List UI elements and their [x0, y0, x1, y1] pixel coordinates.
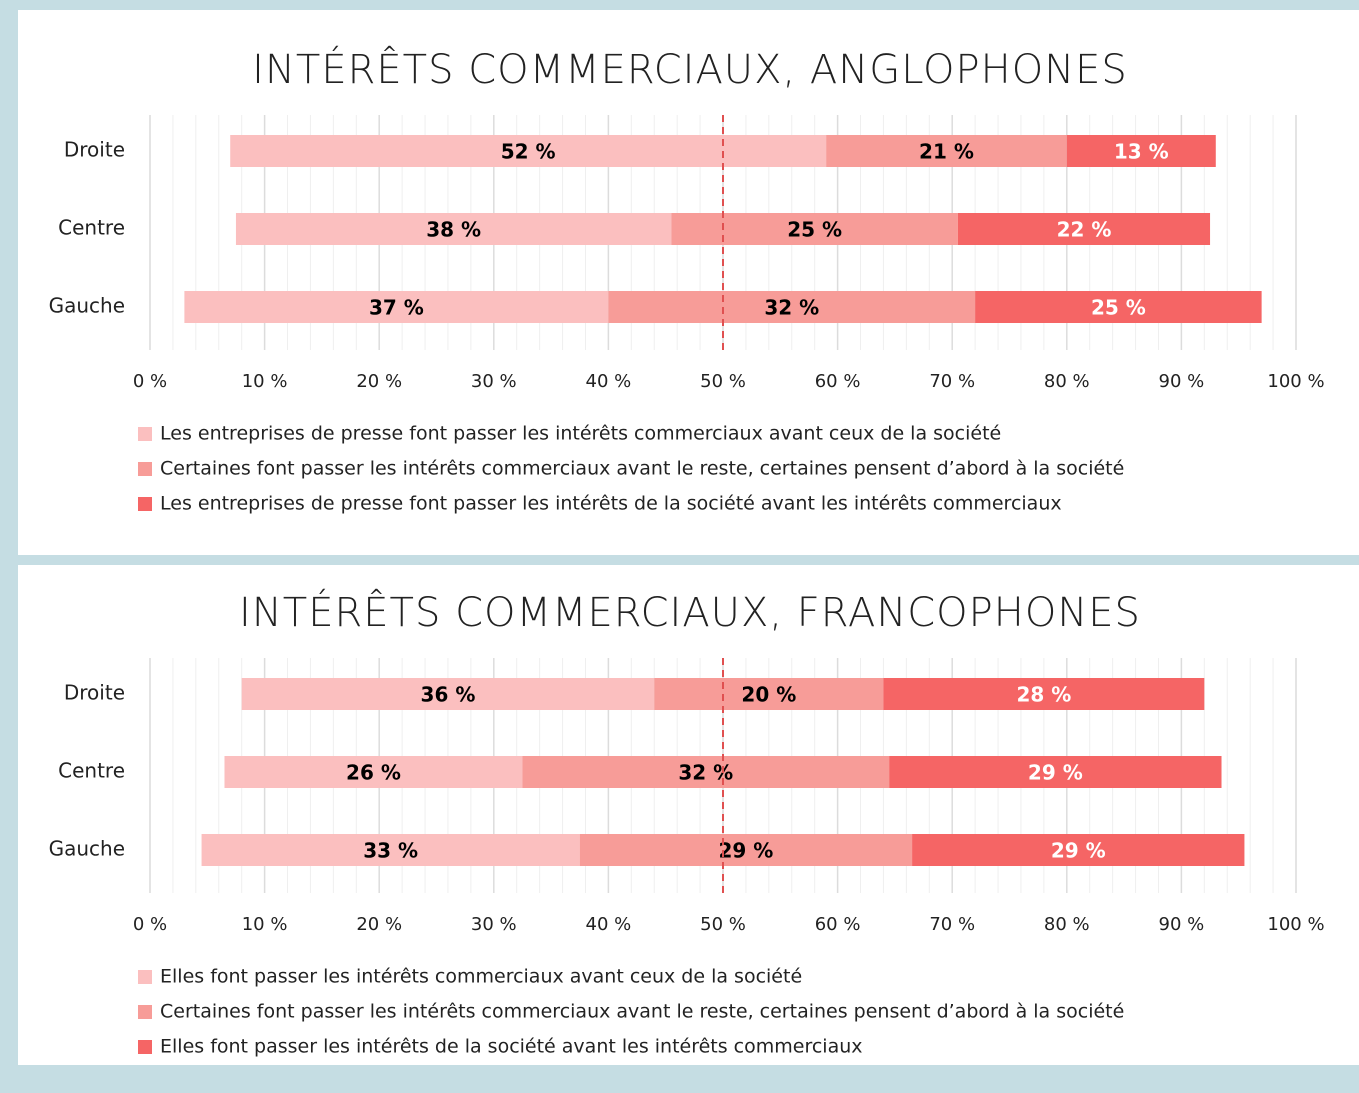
data-label: 20 %	[741, 683, 796, 707]
legend-label: Elles font passer les intérêts de la soc…	[160, 1036, 863, 1058]
data-label: 37 %	[369, 296, 424, 320]
bar-segment	[975, 291, 1262, 323]
data-label: 38 %	[426, 218, 481, 242]
y-tick-label: Centre	[58, 216, 125, 240]
legend-swatch	[138, 1005, 152, 1019]
bar-segment	[826, 135, 1067, 167]
legend-swatch	[138, 970, 152, 984]
x-tick-label: 50 %	[700, 914, 746, 935]
y-tick-label: Gauche	[49, 294, 125, 318]
x-tick-label: 20 %	[356, 371, 402, 392]
x-tick-label: 0 %	[133, 914, 167, 935]
y-tick-label: Droite	[64, 138, 125, 162]
x-tick-label: 80 %	[1044, 914, 1090, 935]
legend-label: Les entreprises de presse font passer le…	[160, 423, 1001, 445]
x-tick-label: 10 %	[242, 914, 288, 935]
legend-swatch	[138, 462, 152, 476]
x-tick-label: 40 %	[586, 371, 632, 392]
data-label: 33 %	[363, 839, 418, 863]
data-label: 29 %	[718, 839, 773, 863]
bar-segment	[201, 834, 580, 866]
x-tick-label: 100 %	[1267, 914, 1324, 935]
data-label: 29 %	[1051, 839, 1106, 863]
bar-segment	[184, 291, 609, 323]
data-label: 52 %	[501, 140, 556, 164]
x-tick-label: 60 %	[815, 371, 861, 392]
bar-segment	[522, 756, 890, 788]
x-tick-label: 70 %	[929, 914, 975, 935]
y-tick-label: Droite	[64, 681, 125, 705]
data-label: 13 %	[1114, 140, 1169, 164]
x-tick-label: 30 %	[471, 914, 517, 935]
y-tick-label: Centre	[58, 759, 125, 783]
legend-swatch	[138, 1040, 152, 1054]
y-tick-label: Gauche	[49, 837, 125, 861]
data-label: 25 %	[1091, 296, 1146, 320]
bar-segment	[224, 756, 523, 788]
x-tick-label: 100 %	[1267, 371, 1324, 392]
bar-segment	[608, 291, 976, 323]
bar-segment	[579, 834, 913, 866]
bar-segment	[230, 135, 827, 167]
bar-segment	[889, 756, 1222, 788]
bar-segment	[883, 678, 1205, 710]
data-label: 36 %	[421, 683, 476, 707]
legend-swatch	[138, 427, 152, 441]
x-tick-label: 60 %	[815, 914, 861, 935]
data-label: 22 %	[1057, 218, 1112, 242]
bar-segment	[241, 678, 655, 710]
bar-segment	[912, 834, 1245, 866]
chart-title: INTÉRÊTS COMMERCIAUX, ANGLOPHONES	[252, 45, 1128, 93]
legend-label: Certaines font passer les intérêts comme…	[160, 1001, 1124, 1023]
x-tick-label: 40 %	[586, 914, 632, 935]
legend-label: Les entreprises de presse font passer le…	[160, 493, 1062, 515]
x-tick-label: 50 %	[700, 371, 746, 392]
bar-segment	[235, 213, 672, 245]
chart-title: INTÉRÊTS COMMERCIAUX, FRANCOPHONES	[239, 588, 1141, 636]
x-tick-label: 70 %	[929, 371, 975, 392]
x-tick-label: 10 %	[242, 371, 288, 392]
x-tick-label: 80 %	[1044, 371, 1090, 392]
data-label: 25 %	[787, 218, 842, 242]
x-tick-label: 20 %	[356, 914, 402, 935]
x-tick-label: 90 %	[1159, 371, 1205, 392]
data-label: 21 %	[919, 140, 974, 164]
data-label: 29 %	[1028, 761, 1083, 785]
x-tick-label: 30 %	[471, 371, 517, 392]
data-label: 28 %	[1016, 683, 1071, 707]
data-label: 32 %	[764, 296, 819, 320]
bar-segment	[654, 678, 884, 710]
legend-swatch	[138, 497, 152, 511]
legend-label: Elles font passer les intérêts commercia…	[160, 966, 802, 988]
bar-segment	[957, 213, 1211, 245]
data-label: 26 %	[346, 761, 401, 785]
legend-label: Certaines font passer les intérêts comme…	[160, 458, 1124, 480]
x-tick-label: 0 %	[133, 371, 167, 392]
bar-segment	[671, 213, 958, 245]
data-label: 32 %	[678, 761, 733, 785]
bar-segment	[1066, 135, 1216, 167]
x-tick-label: 90 %	[1159, 914, 1205, 935]
